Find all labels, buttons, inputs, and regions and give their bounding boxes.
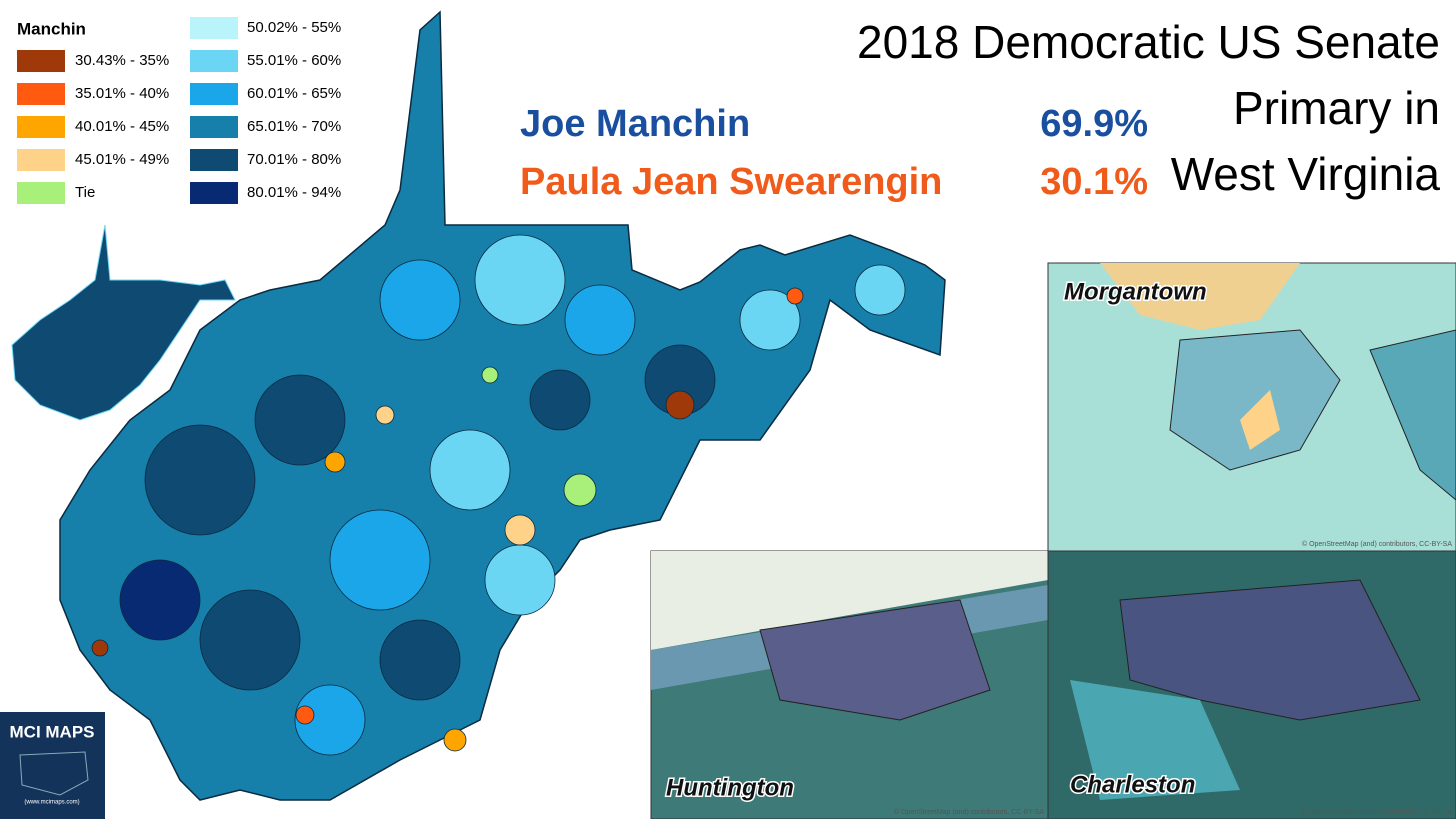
inset-label: Huntington [666,774,794,801]
county-patches [91,234,906,756]
legend-swatch [190,50,238,72]
legend-label: 40.01% - 45% [75,118,169,135]
candidate-name: Joe Manchin [520,103,750,145]
inset-label: Morgantown [1064,278,1207,305]
legend-swatch [190,17,238,39]
legend-label: 55.01% - 60% [247,52,341,69]
legend-label: 80.01% - 94% [247,184,341,201]
title-line: Primary in [1233,82,1440,134]
legend: 30.43% - 35% 35.01% - 40% 40.01% - 45% 45.0… [17,17,341,204]
candidate-share: 69.9% [1040,103,1148,145]
legend-label: 45.01% - 49% [75,151,169,168]
legend-swatch [190,149,238,171]
logo-name: MCI MAPS [10,722,95,741]
legend-swatch [190,116,238,138]
legend-label: 65.01% - 70% [247,118,341,135]
inset-charleston [1047,550,1456,819]
inset-huntington [650,550,1049,819]
legend-swatch [17,182,65,204]
legend-label: 60.01% - 65% [247,85,341,102]
legend-swatch [190,83,238,105]
logo-url: (www.mcimaps.com) [24,800,79,806]
legend-label: 70.01% - 80% [247,151,341,168]
inset-morgantown [1047,262,1456,552]
title-line: West Virginia [1171,148,1441,200]
legend-label: Tie [75,184,95,201]
title-line: 2018 Democratic US Senate [857,16,1440,68]
logo: MCI MAPS (www.mcimaps.com) [0,712,105,819]
inset-labels: Morgantown © OpenStreetMap (and) contribu… [665,277,1453,816]
candidates: Joe Manchin 69.9% Paula Jean Swearengin 30.… [520,103,1148,203]
legend-label: 35.01% - 40% [75,85,169,102]
legend-swatch [17,116,65,138]
inset-attribution: © OpenStreetMap (and) contributors, CC-B… [894,808,1044,816]
candidate-share: 30.1% [1040,161,1148,203]
legend-swatch [17,149,65,171]
legend-swatch [190,182,238,204]
inset-attribution: © OpenStreetMap (and) contributors, CC-B… [1302,808,1452,816]
inset-attribution: © OpenStreetMap (and) contributors, CC-B… [1302,540,1452,548]
candidate-name: Paula Jean Swearengin [520,161,942,203]
legend-swatch [17,83,65,105]
legend-label: 30.43% - 35% [75,52,169,69]
locator-map [11,224,236,421]
legend-label: 50.02% - 55% [247,19,341,36]
legend-swatch [17,50,65,72]
inset-label: Charleston [1070,771,1195,798]
legend-title: Manchin [17,19,86,38]
title: 2018 Democratic US Senate Primary in West … [857,16,1440,200]
